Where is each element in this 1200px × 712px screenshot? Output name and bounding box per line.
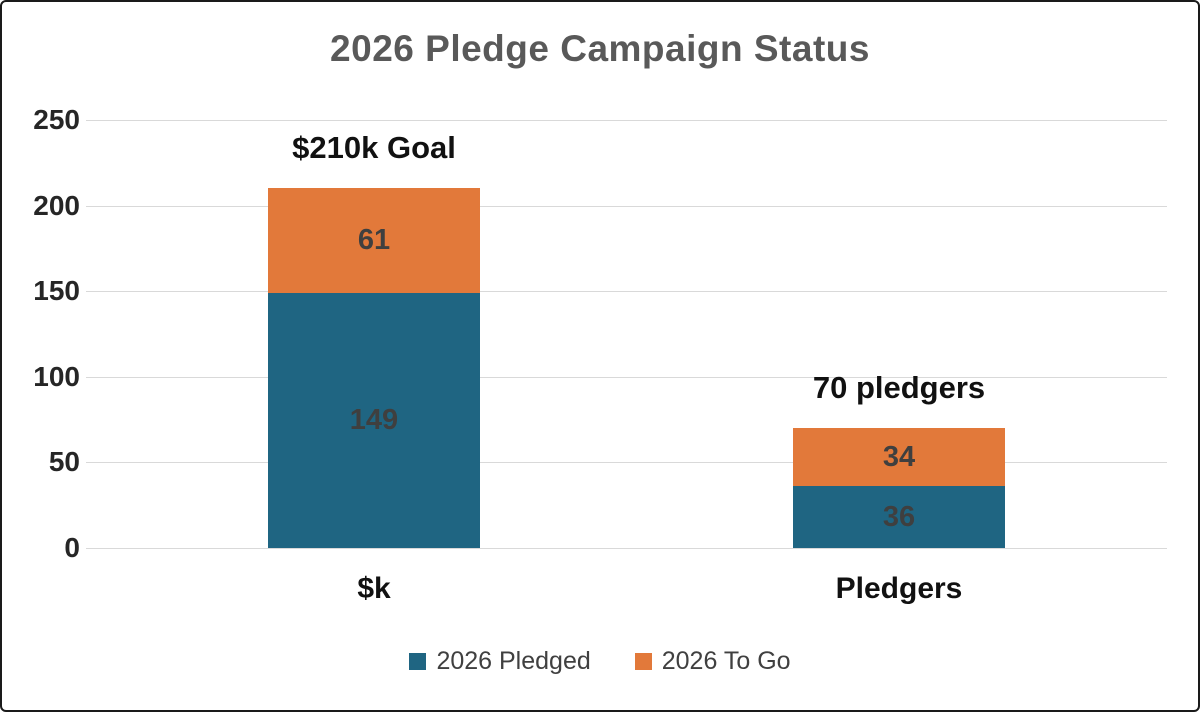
bar-segment-2026-pledged: 36 — [793, 486, 1005, 548]
y-axis-tick-label: 50 — [48, 446, 80, 478]
legend-swatch — [634, 653, 652, 670]
gridline — [86, 376, 1167, 378]
bar-segment-2026-to-go: 34 — [793, 428, 1005, 487]
legend: 2026 Pledged 2026 To Go — [2, 647, 1198, 676]
y-axis-tick-label: 150 — [33, 275, 80, 307]
legend-label: 2026 Pledged — [436, 647, 591, 675]
gridline — [86, 205, 1167, 207]
y-axis-tick-label: 100 — [33, 360, 80, 392]
bar-value-label: 149 — [349, 403, 399, 436]
bar-annotation: $210k Goal — [292, 130, 456, 166]
gridline — [86, 291, 1167, 293]
gridline — [86, 120, 1167, 121]
bar-segment-2026-pledged: 149 — [268, 292, 480, 548]
legend-item: 2026 To Go — [634, 647, 791, 676]
bar-segment-2026-to-go: 61 — [268, 188, 480, 293]
legend-label: 2026 To Go — [661, 647, 791, 675]
y-axis-tick-label: 250 — [33, 104, 80, 135]
legend-swatch — [409, 653, 427, 670]
bar-annotation: 70 pledgers — [812, 370, 986, 406]
gridline — [86, 548, 1167, 549]
bar-value-label: 36 — [882, 500, 916, 533]
category-label: Pledgers — [835, 572, 963, 605]
y-axis-tick-label: 0 — [64, 532, 80, 563]
chart-title: 2026 Pledge Campaign Status — [330, 28, 870, 69]
bar-value-label: 61 — [357, 224, 391, 257]
category-label: $k — [357, 572, 391, 605]
bar-value-label: 34 — [882, 440, 916, 473]
y-axis-tick-label: 200 — [33, 189, 80, 221]
gridline — [86, 462, 1167, 464]
legend-item: 2026 Pledged — [409, 647, 591, 676]
